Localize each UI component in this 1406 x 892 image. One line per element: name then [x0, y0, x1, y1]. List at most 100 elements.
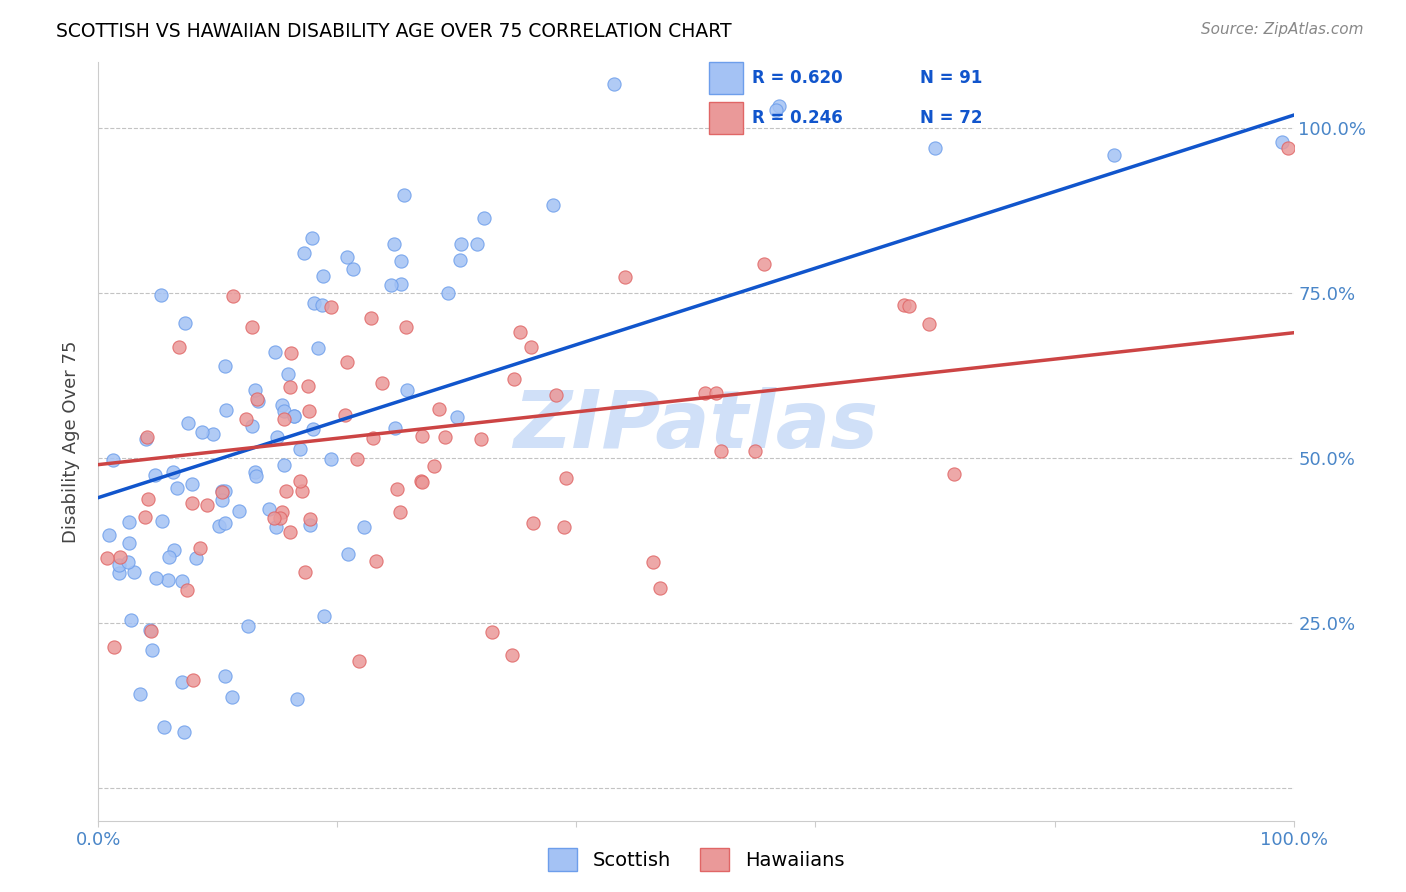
Point [180, 477, 202, 491]
Point [382, 237, 405, 252]
Point [269, 510, 291, 524]
Point [389, 277, 412, 291]
Point [211, 485, 233, 500]
Point [150, 514, 173, 528]
Point [143, 468, 166, 483]
Point [470, 433, 492, 447]
Point [283, 409, 305, 423]
Point [214, 484, 236, 499]
Point [301, 231, 323, 245]
Point [136, 491, 159, 506]
Point [120, 613, 142, 627]
Point [363, 432, 385, 446]
Point [1271, 135, 1294, 149]
Text: SCOTTISH VS HAWAIIAN DISABILITY AGE OVER 75 CORRELATION CHART: SCOTTISH VS HAWAIIAN DISABILITY AGE OVER… [56, 22, 733, 41]
Point [145, 571, 167, 585]
Point [294, 566, 316, 580]
Point [472, 211, 495, 225]
Point [311, 298, 333, 312]
Point [411, 429, 433, 443]
Point [380, 277, 402, 292]
Point [898, 299, 921, 313]
Point [243, 465, 266, 479]
Point [173, 316, 195, 330]
Point [271, 399, 294, 413]
Point [704, 385, 727, 400]
Point [108, 558, 131, 573]
Point [298, 517, 321, 532]
Point [336, 547, 359, 561]
Point [208, 518, 231, 533]
Point [134, 510, 156, 524]
Point [280, 525, 302, 540]
Point [509, 325, 531, 339]
Text: R = 0.620: R = 0.620 [752, 69, 844, 87]
Point [214, 516, 236, 530]
Text: N = 91: N = 91 [920, 69, 981, 87]
Point [353, 520, 375, 534]
Point [298, 404, 321, 418]
Point [321, 301, 343, 315]
Point [446, 410, 468, 425]
Point [129, 687, 152, 701]
Point [157, 550, 180, 565]
Point [278, 380, 301, 394]
Point [228, 504, 250, 518]
Point [273, 404, 295, 418]
Point [163, 543, 186, 558]
Point [389, 253, 412, 268]
Text: Source: ZipAtlas.com: Source: ZipAtlas.com [1201, 22, 1364, 37]
Point [257, 502, 280, 516]
Point [141, 642, 163, 657]
Text: R = 0.246: R = 0.246 [752, 109, 844, 127]
Point [541, 198, 564, 212]
Point [346, 452, 368, 467]
Point [236, 618, 259, 632]
Point [214, 359, 236, 373]
Point [211, 484, 233, 499]
Point [893, 298, 915, 312]
Point [245, 468, 267, 483]
Point [246, 392, 269, 407]
Point [172, 675, 194, 690]
Point [437, 285, 460, 300]
Point [395, 383, 418, 397]
Point [263, 511, 285, 525]
Point [266, 430, 288, 444]
Point [650, 581, 672, 595]
Point [246, 393, 269, 408]
Point [139, 624, 162, 638]
Point [555, 471, 578, 485]
Point [117, 555, 139, 569]
Point [124, 565, 146, 579]
Point [245, 383, 267, 397]
Point [336, 355, 359, 369]
Point [177, 416, 200, 430]
Point [370, 376, 392, 390]
Point [347, 654, 370, 668]
Point [277, 368, 299, 382]
Point [342, 262, 364, 277]
Point [641, 555, 664, 569]
Point [387, 482, 409, 496]
Point [388, 505, 411, 519]
Bar [709, 62, 744, 94]
Point [395, 320, 418, 334]
Point [450, 237, 472, 252]
Point [202, 427, 225, 442]
Point [195, 498, 218, 512]
Point [392, 188, 415, 202]
Point [1277, 141, 1299, 155]
Point [270, 505, 292, 519]
Point [214, 668, 236, 682]
Point [520, 340, 543, 354]
Point [292, 246, 315, 260]
Point [312, 608, 335, 623]
Point [215, 403, 238, 417]
Point [173, 725, 195, 739]
Point [273, 412, 295, 426]
Point [1104, 147, 1126, 161]
Point [285, 692, 308, 706]
Point [409, 474, 432, 488]
Point [744, 443, 766, 458]
